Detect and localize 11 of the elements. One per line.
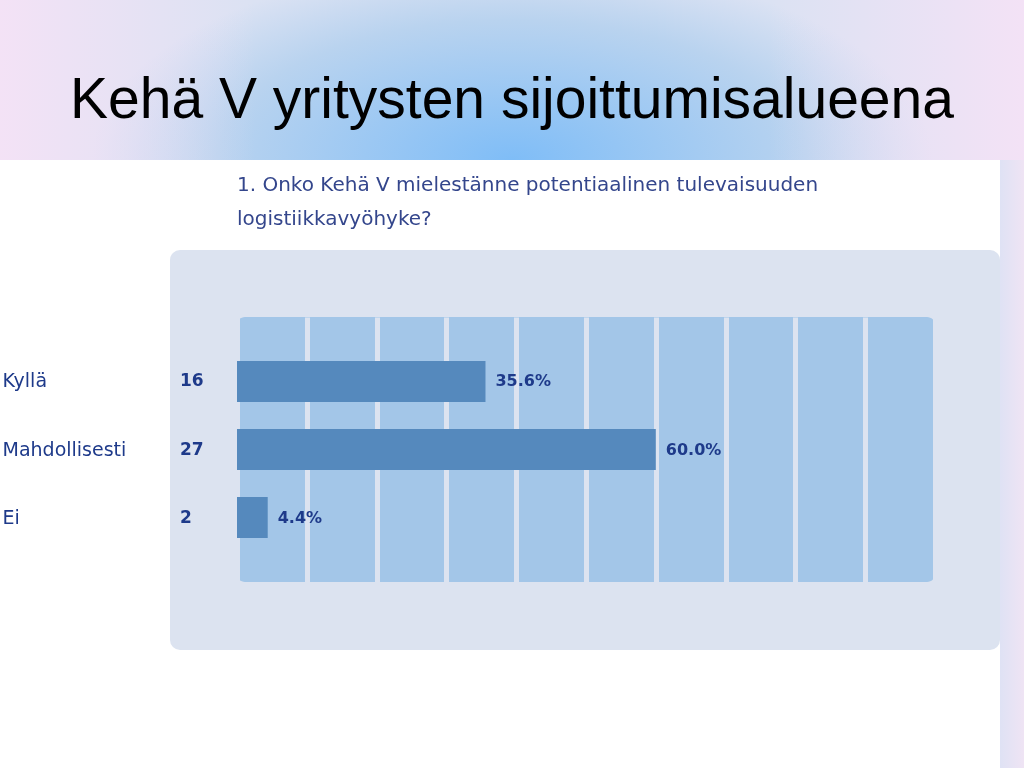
y-tick-label: Kyllä [2, 369, 48, 392]
y-tick-label: Mahdollisesti [2, 437, 127, 460]
data-label: 60.0% [665, 439, 722, 459]
text: 27 [180, 438, 204, 459]
text: 16 [180, 370, 204, 391]
chart-subtitle: 1. Onko Kehä V mielestänne potentiaalinen tulevaisuuden logistiikkavyöhyke? [237, 172, 819, 230]
chart-title: Kehä V yritysten sijoittumisalueena [69, 65, 955, 132]
data-label: 4.4% [277, 507, 323, 527]
data-label: 35.6% [495, 371, 551, 391]
y-tick-label: Ei [2, 505, 20, 528]
text: 2 [180, 506, 192, 527]
